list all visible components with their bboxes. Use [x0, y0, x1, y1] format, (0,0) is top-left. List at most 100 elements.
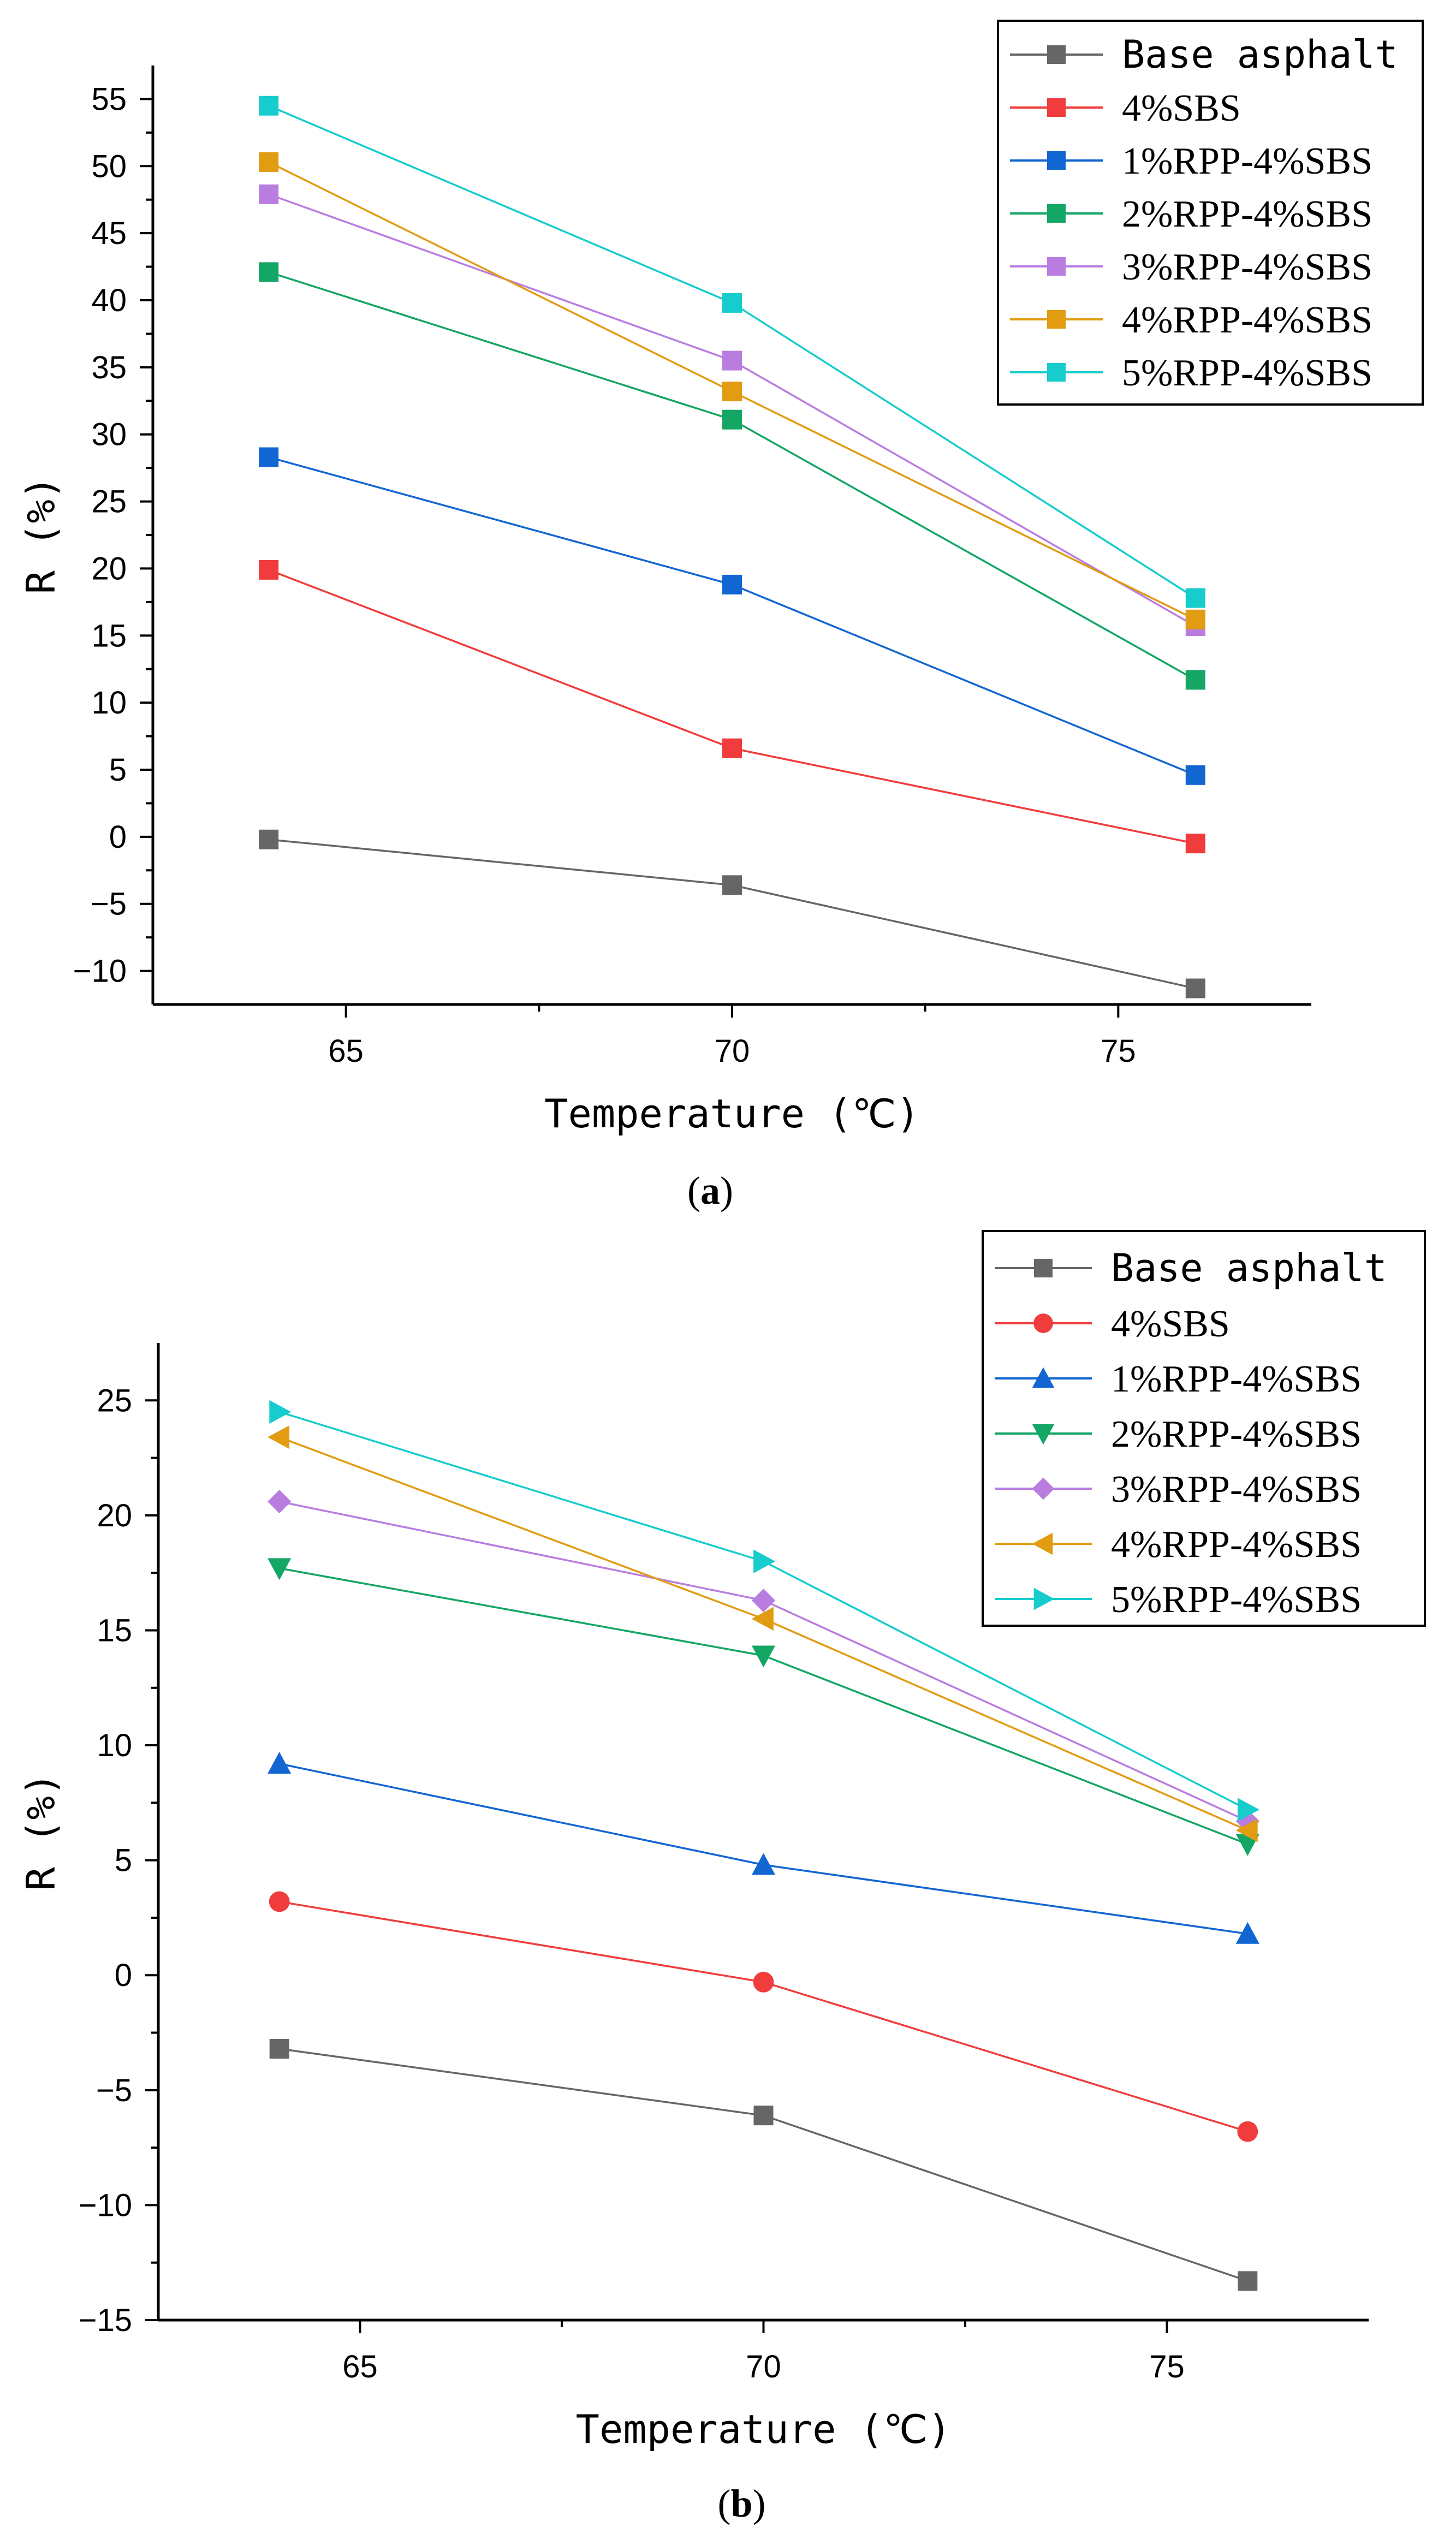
data-point [753, 1549, 776, 1573]
y-tick-label: −10 [79, 2187, 132, 2223]
data-point [722, 382, 742, 402]
series-6 [259, 96, 1205, 608]
y-tick-label: 0 [109, 819, 127, 855]
x-tick-label: 75 [1149, 2349, 1185, 2385]
series-2 [268, 1752, 1259, 1944]
data-point [1185, 588, 1205, 608]
data-point [1185, 978, 1205, 998]
caption-letter: b [730, 2482, 752, 2525]
series-line [279, 2048, 1248, 2282]
legend-marker [1047, 98, 1066, 117]
y-tick-label: 45 [91, 216, 127, 251]
legend-marker [1032, 1424, 1055, 1445]
y-tick-label: 50 [91, 148, 127, 184]
legend-label: 1%RPP-4%SBS [1122, 140, 1372, 182]
x-tick-label: 65 [342, 2349, 378, 2385]
caption-open: ( [687, 1169, 700, 1212]
legend-label: 2%RPP-4%SBS [1122, 193, 1372, 235]
figure-caption: (a) [687, 1169, 733, 1212]
data-point [259, 262, 279, 282]
data-point [1185, 670, 1205, 690]
legend-marker [1047, 310, 1066, 329]
data-point [1238, 2271, 1258, 2291]
x-tick-label: 70 [715, 1033, 750, 1069]
data-point [1235, 1818, 1258, 1842]
data-point [268, 1490, 292, 1514]
series-1 [269, 1891, 1258, 2142]
series-2 [259, 447, 1205, 785]
caption-letter: a [700, 1169, 720, 1212]
data-point [259, 447, 279, 467]
data-point [268, 1558, 292, 1580]
legend-label: 3%RPP-4%SBS [1111, 1468, 1362, 1511]
legend-box [982, 1230, 1426, 1627]
legend-marker [1047, 151, 1066, 170]
chart-b: −15 −10 −5 0 5 10 15 20 25 65 70 75 Temperature (℃) R… [18, 1230, 1426, 2525]
data-point [269, 2039, 289, 2059]
legend-label: 5%RPP-4%SBS [1122, 352, 1372, 394]
x-tick-label: 70 [746, 2349, 781, 2385]
series-1 [259, 560, 1205, 854]
legend-marker [1047, 257, 1066, 276]
series-line [268, 569, 1196, 845]
data-point [259, 152, 279, 172]
legend-label: Base asphalt [1111, 1246, 1387, 1291]
figure-caption: (b) [717, 2482, 765, 2525]
x-tick-label: 75 [1101, 1033, 1136, 1069]
data-point [259, 560, 279, 580]
legend: Base asphalt 4%SBS 1%RPP-4%SBS 2%RPP-4%SBS 3… [997, 20, 1424, 406]
data-point [268, 1425, 290, 1449]
data-point [1185, 609, 1205, 629]
data-point [269, 1400, 292, 1424]
data-point [722, 409, 742, 430]
legend-label: 4%RPP-4%SBS [1122, 299, 1372, 341]
legend-label: 4%SBS [1122, 87, 1241, 129]
data-point [1237, 2121, 1258, 2142]
y-tick-label: 25 [97, 1383, 132, 1418]
y-tick-label: 10 [91, 685, 127, 721]
data-point [722, 350, 742, 371]
y-axis-title: R (%) [18, 476, 64, 594]
series-3 [259, 262, 1205, 690]
data-point [722, 293, 742, 313]
series-5 [268, 1425, 1258, 1842]
data-point [268, 1752, 292, 1774]
x-axis-title: Temperature (℃) [544, 1091, 920, 1137]
data-point [1235, 1922, 1259, 1944]
y-tick-label: 20 [91, 551, 127, 586]
series-line [268, 456, 1196, 776]
legend-marker [1047, 45, 1066, 64]
data-point [259, 184, 279, 204]
y-tick-label: 5 [115, 1843, 132, 1878]
y-tick-label: 30 [91, 417, 127, 453]
legend-label: 5%RPP-4%SBS [1111, 1579, 1362, 1621]
y-tick-label: 15 [91, 618, 127, 653]
y-tick-label: 5 [109, 752, 127, 788]
y-tick-label: −10 [73, 954, 127, 989]
legend-label: 4%RPP-4%SBS [1111, 1524, 1362, 1566]
data-point [259, 96, 279, 116]
series-5 [259, 152, 1205, 629]
legend-marker [1033, 1587, 1055, 1610]
y-axis-title: R (%) [18, 1773, 64, 1891]
y-tick-label: −5 [96, 2073, 132, 2108]
caption-open: ( [717, 2482, 730, 2525]
caption-close: ) [720, 1169, 733, 1212]
series-line [269, 839, 1196, 990]
data-point [1185, 765, 1205, 785]
legend-marker [1032, 1532, 1053, 1555]
legend-marker [1047, 363, 1066, 382]
series-line [279, 1763, 1248, 1935]
y-tick-label: 15 [97, 1613, 132, 1648]
data-point [722, 875, 742, 895]
data-point [751, 1589, 776, 1613]
series-6 [269, 1400, 1259, 1822]
legend-label: 1%RPP-4%SBS [1111, 1358, 1362, 1400]
data-point [722, 738, 742, 758]
series-0 [269, 2039, 1258, 2291]
data-point [1185, 834, 1205, 854]
legend-label: 2%RPP-4%SBS [1111, 1413, 1362, 1455]
series-0 [259, 829, 1205, 998]
legend-label: 3%RPP-4%SBS [1122, 246, 1372, 288]
legend-marker [1032, 1477, 1055, 1500]
